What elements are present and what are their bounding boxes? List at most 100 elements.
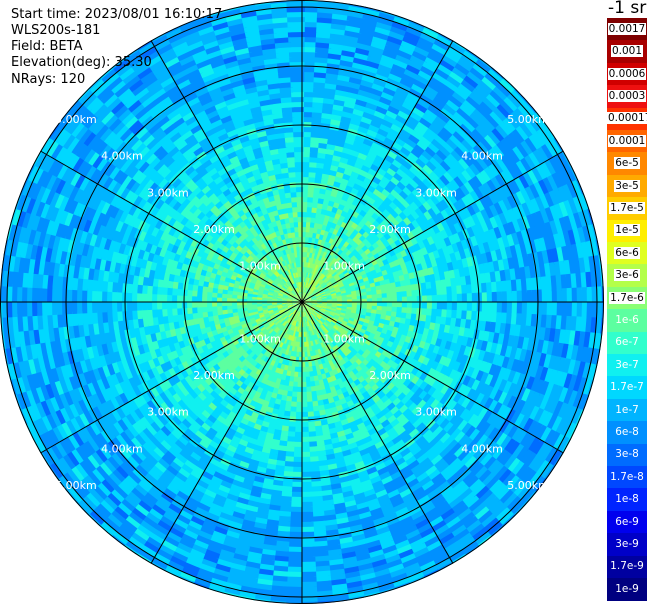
data-cell	[285, 281, 291, 287]
data-cell	[268, 262, 274, 269]
data-cell	[261, 278, 268, 284]
data-cell	[332, 325, 339, 331]
data-cell	[292, 277, 296, 284]
data-cell	[273, 319, 279, 325]
data-cell	[321, 316, 327, 322]
data-cell	[311, 305, 317, 309]
data-cell	[272, 259, 278, 266]
data-cell	[282, 321, 288, 327]
data-cell	[277, 292, 284, 296]
data-cell	[291, 298, 298, 301]
data-cell	[287, 312, 292, 318]
data-cell	[351, 293, 358, 298]
data-cell	[317, 313, 323, 319]
data-cell	[274, 277, 280, 284]
data-cell	[293, 246, 298, 253]
data-cell	[304, 305, 309, 311]
data-cell	[293, 295, 298, 300]
data-cell	[289, 307, 295, 312]
data-cell	[291, 299, 298, 301]
data-cell	[283, 308, 289, 312]
data-cell	[332, 281, 339, 287]
data-cell	[305, 311, 309, 317]
data-cell	[349, 314, 356, 320]
data-cell	[307, 310, 312, 316]
data-cell	[339, 285, 346, 290]
data-cell	[309, 267, 314, 274]
data-cell	[302, 306, 304, 313]
data-cell	[331, 271, 338, 278]
data-cell	[320, 308, 327, 312]
data-cell	[321, 306, 327, 309]
data-cell	[361, 291, 368, 297]
data-cell	[294, 251, 298, 258]
data-cell	[319, 250, 326, 257]
data-cell	[333, 266, 340, 273]
data-cell	[295, 236, 300, 243]
data-cell	[308, 283, 312, 289]
data-cell	[335, 322, 342, 328]
data-cell	[298, 316, 301, 323]
data-cell	[290, 319, 294, 326]
data-cell	[321, 305, 328, 308]
data-cell	[297, 311, 300, 318]
data-cell	[323, 240, 330, 248]
data-cell	[297, 316, 300, 323]
data-cell	[305, 294, 311, 299]
data-cell	[278, 291, 284, 295]
data-cell	[331, 327, 338, 333]
data-cell	[304, 293, 309, 298]
data-cell	[324, 311, 331, 315]
data-cell	[344, 283, 351, 289]
data-cell	[289, 279, 294, 285]
data-cell	[325, 291, 332, 295]
data-cell	[321, 267, 327, 274]
data-cell	[311, 262, 315, 269]
data-cell	[325, 279, 331, 285]
data-cell	[322, 256, 328, 264]
data-cell	[307, 331, 312, 337]
data-cell	[302, 246, 306, 253]
data-cell	[270, 260, 276, 267]
data-cell	[315, 344, 321, 351]
data-cell	[279, 310, 285, 315]
data-cell	[283, 322, 289, 328]
data-cell	[306, 310, 310, 317]
data-cell	[262, 310, 269, 315]
data-cell	[318, 279, 324, 285]
data-cell	[232, 311, 239, 317]
data-cell	[335, 268, 342, 274]
data-cell	[328, 285, 335, 291]
data-cell	[291, 290, 296, 295]
data-cell	[312, 263, 317, 270]
data-cell	[278, 336, 284, 343]
data-cell	[312, 279, 317, 286]
data-cell	[267, 290, 274, 295]
data-cell	[335, 289, 342, 294]
data-cell	[309, 291, 315, 296]
data-cell	[285, 322, 290, 329]
data-cell	[292, 297, 298, 301]
data-cell	[285, 258, 290, 265]
data-cell	[311, 298, 318, 301]
data-cell	[263, 274, 270, 281]
data-cell	[262, 267, 269, 274]
data-cell	[276, 256, 282, 263]
data-cell	[251, 321, 258, 328]
data-cell	[288, 292, 294, 297]
data-cell	[297, 306, 301, 312]
data-cell	[338, 272, 345, 278]
data-cell	[298, 271, 301, 278]
data-cell	[324, 312, 330, 317]
data-cell	[315, 276, 321, 282]
data-cell	[275, 276, 281, 282]
data-cell	[279, 273, 285, 279]
data-cell	[298, 286, 300, 293]
data-cell	[342, 279, 349, 285]
data-cell	[279, 287, 286, 292]
data-cell	[276, 340, 282, 348]
data-cell	[312, 268, 317, 275]
data-cell	[285, 264, 290, 270]
data-cell	[297, 366, 302, 373]
data-cell	[316, 305, 322, 309]
